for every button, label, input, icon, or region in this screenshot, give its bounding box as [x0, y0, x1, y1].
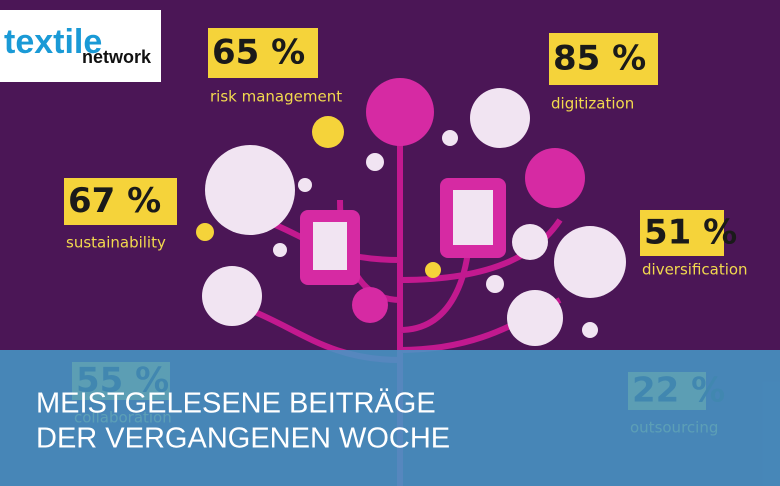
- stat-label: sustainability: [66, 234, 166, 252]
- stat-value: 51 %: [644, 213, 737, 253]
- logo: textile network: [0, 10, 161, 82]
- stat-box: [549, 33, 658, 85]
- logo-text: textile: [4, 23, 102, 61]
- banner-title: DER VERGANGENEN WOCHE: [36, 423, 450, 455]
- stat-label: risk management: [210, 88, 342, 106]
- logo-text: network: [82, 47, 152, 67]
- stat-box: [208, 28, 318, 78]
- stat-label: diversification: [642, 261, 748, 279]
- stat-label: digitization: [551, 95, 634, 113]
- stat-box: [64, 178, 177, 225]
- logo-box: [0, 10, 161, 82]
- stat-value: 65 %: [212, 33, 305, 73]
- banner-title: MEISTGELESENE BEITRÄGE: [36, 388, 436, 420]
- icons: [196, 78, 626, 346]
- stat-value: 67 %: [68, 181, 161, 221]
- stat-box: [640, 210, 724, 256]
- stat-value: 85 %: [553, 39, 646, 79]
- overlay: [0, 350, 780, 486]
